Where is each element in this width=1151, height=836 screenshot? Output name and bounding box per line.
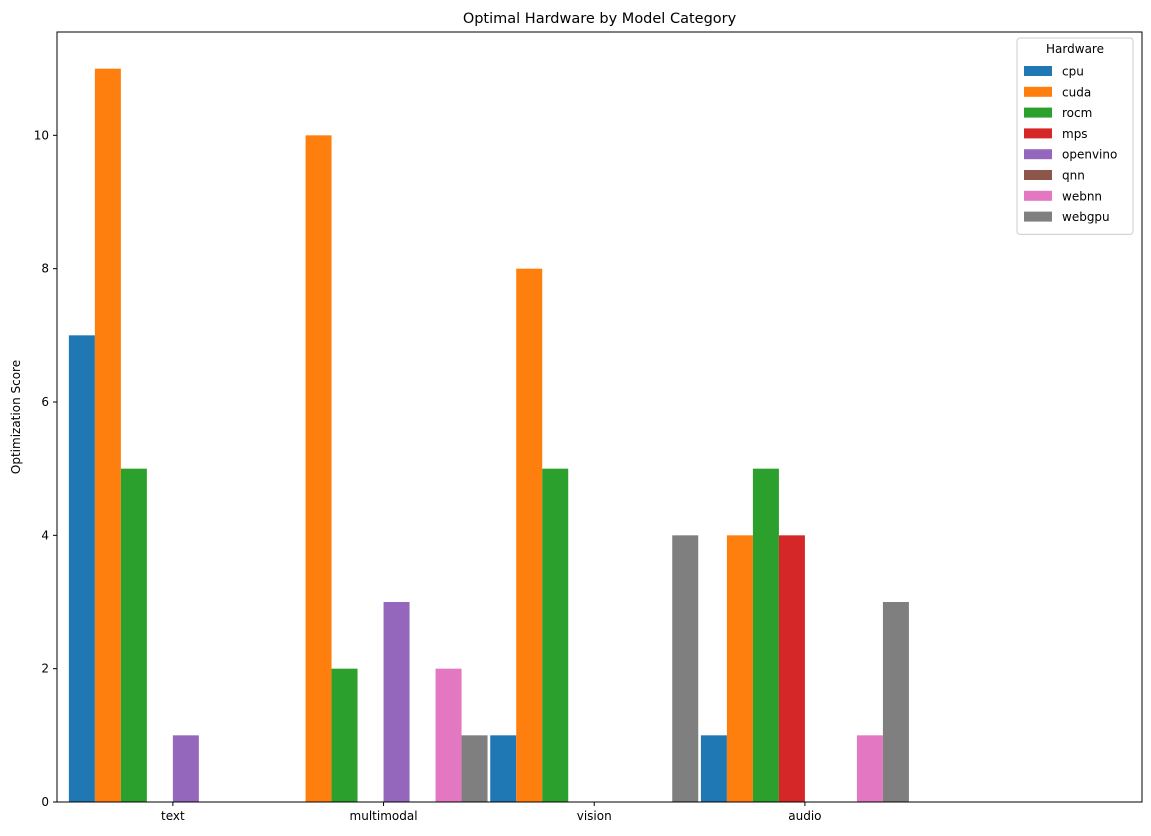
legend-swatch-cpu [1024,66,1052,76]
legend-label-openvino: openvino [1062,148,1117,162]
bar-audio-webnn [856,735,883,802]
y-tick-label-6: 6 [41,395,49,409]
legend-title: Hardware [1046,42,1104,56]
bar-audio-rocm [752,468,779,802]
legend: Hardware cpu cuda rocm mps openvino qnn webnn w… [1016,37,1134,235]
bar-multimodal-rocm [331,668,358,802]
bar-multimodal-webgpu [461,735,488,802]
y-tick-label-10: 10 [34,128,49,142]
y-tick-label-0: 0 [41,795,49,809]
plot-frame [56,31,1143,803]
legend-swatch-mps [1024,128,1052,139]
legend-label-cpu: cpu [1062,65,1084,79]
bar-text-cpu [68,335,95,802]
legend-swatch-rocm [1024,107,1052,118]
legend-swatch-qnn [1024,170,1052,180]
bar-text-openvino [172,735,199,802]
bar-text-cuda [94,68,121,802]
legend-label-rocm: rocm [1062,106,1092,120]
legend-label-cuda: cuda [1062,85,1091,99]
bar-audio-cuda [726,535,753,802]
legend-swatch-openvino [1024,149,1052,160]
chart-title: Optimal Hardware by Model Category [463,11,737,27]
y-tick-label-8: 8 [41,262,49,276]
legend-entries: cpu cuda rocm mps openvino qnn webnn webgpu [1024,65,1117,224]
bar-audio-cpu [700,735,727,802]
bars-group [68,68,909,803]
bar-text-rocm [120,468,147,802]
x-tick-label-text: text [161,809,185,823]
legend-label-mps: mps [1062,127,1088,141]
bar-audio-webgpu [882,602,909,802]
x-tick-label-audio: audio [788,809,821,823]
legend-swatch-webnn [1024,190,1052,201]
x-tick-label-vision: vision [577,809,612,823]
y-axis-label: Optimization Score [9,360,23,474]
bar-multimodal-webnn [435,668,462,802]
y-tick-label-4: 4 [41,528,49,542]
bar-multimodal-openvino [383,602,410,802]
y-axis-ticks: 0 2 4 6 8 10 [34,128,57,809]
legend-label-webgpu: webgpu [1062,210,1110,224]
legend-swatch-cuda [1024,86,1052,97]
legend-label-qnn: qnn [1062,169,1085,183]
bar-audio-mps [778,535,805,802]
legend-swatch-webgpu [1024,211,1052,222]
y-tick-label-2: 2 [41,662,49,676]
bar-vision-cuda [516,268,543,803]
x-axis-ticks: text multimodal vision audio [161,802,822,823]
x-tick-label-multimodal: multimodal [350,809,418,823]
bar-vision-rocm [542,468,569,802]
legend-label-webnn: webnn [1062,189,1102,203]
bar-multimodal-cuda [305,135,332,803]
bar-vision-webgpu [672,535,699,802]
bar-vision-cpu [490,735,517,802]
